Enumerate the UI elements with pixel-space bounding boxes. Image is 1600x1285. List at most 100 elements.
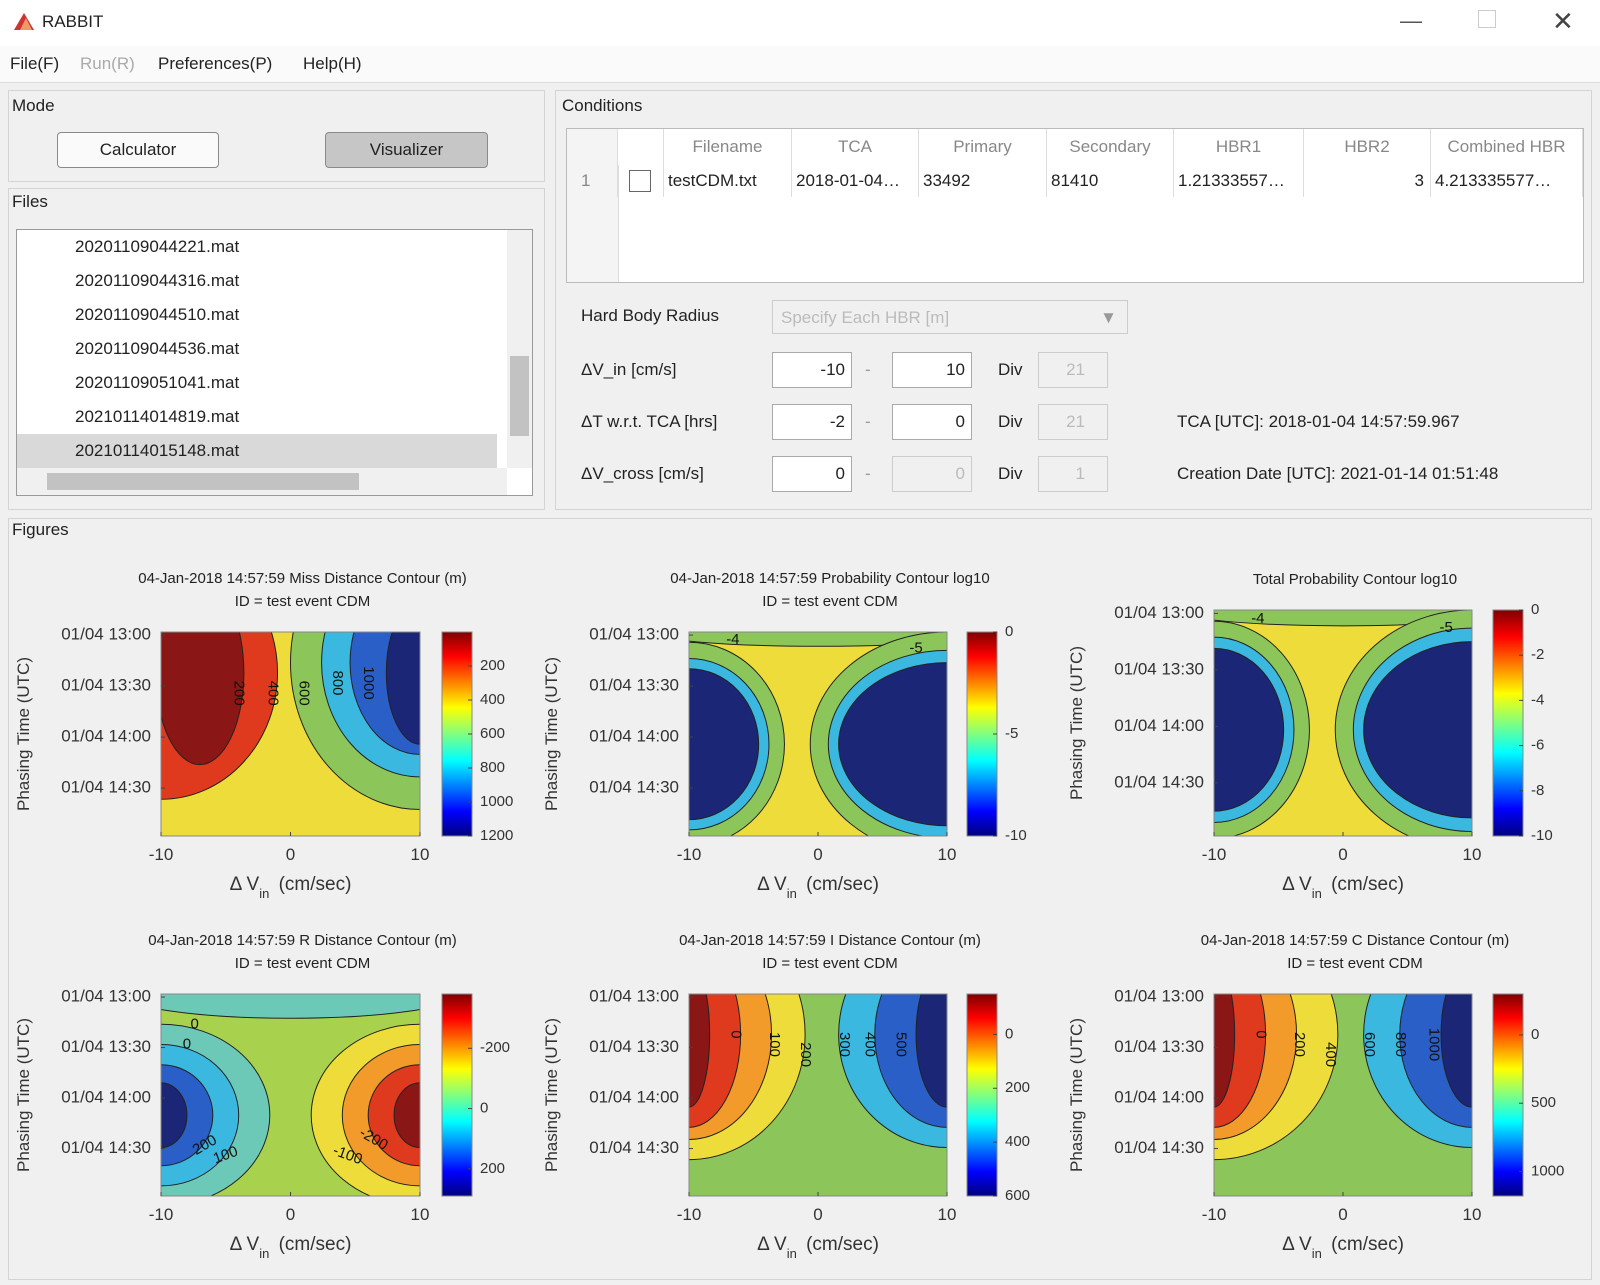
field-label: ΔT w.r.t. TCA [hrs] bbox=[581, 412, 718, 431]
file-item[interactable]: 20201109044510.mat bbox=[75, 305, 240, 324]
colorbar-tick-label: -200 bbox=[480, 1039, 510, 1056]
mode-panel bbox=[8, 90, 545, 182]
visualizer-button[interactable]: Visualizer bbox=[325, 132, 488, 168]
colorbar bbox=[441, 631, 473, 837]
menu-item[interactable]: File(F) bbox=[10, 54, 60, 73]
table-cell: 3 bbox=[1304, 165, 1431, 197]
x-tick-label: 0 bbox=[286, 1205, 295, 1224]
range-from[interactable]: -2 bbox=[772, 404, 852, 440]
colorbar-tick-label: 200 bbox=[1005, 1079, 1030, 1096]
contour-label: 200 bbox=[797, 1042, 814, 1067]
contour-plot: 200 400 600 800 1000 -10 0 10 01/04 13:00 01/04 1… bbox=[14, 570, 513, 901]
table-header: HBR2 bbox=[1304, 129, 1431, 165]
file-item[interactable]: 20201109044536.mat bbox=[75, 339, 240, 358]
table-cell: testCDM.txt bbox=[664, 165, 792, 197]
tca-info: TCA [UTC]: 2018-01-04 14:57:59.967 bbox=[1177, 412, 1460, 431]
x-label-sub: in bbox=[787, 1246, 797, 1261]
file-item[interactable]: 20201109044221.mat bbox=[75, 237, 240, 256]
colorbar-tick-label: 0 bbox=[1531, 601, 1539, 618]
contour-label: 1000 bbox=[1425, 1028, 1442, 1061]
field-label: ΔV_in [cm/s] bbox=[581, 360, 677, 379]
contour-label: 0 bbox=[183, 1035, 191, 1052]
x-label-sub: in bbox=[259, 886, 269, 901]
y-tick-label: 01/04 13:00 bbox=[589, 625, 679, 644]
y-tick-label: 01/04 13:00 bbox=[61, 987, 151, 1006]
x-label-sub: in bbox=[1312, 1246, 1322, 1261]
colorbar-tick-label: 1000 bbox=[480, 793, 513, 810]
div-label: Div bbox=[998, 360, 1023, 379]
menu-item[interactable]: Preferences(P) bbox=[158, 54, 273, 73]
colorbar-tick-label: 0 bbox=[1531, 1026, 1539, 1043]
contour-label: 300 bbox=[836, 1032, 853, 1057]
range-to[interactable]: 0 bbox=[892, 404, 972, 440]
contour-label: 400 bbox=[1322, 1042, 1339, 1067]
contour-label: -4 bbox=[726, 631, 739, 648]
plot-area bbox=[1214, 610, 1472, 836]
y-tick-label: 01/04 13:30 bbox=[61, 1037, 151, 1056]
table-header: Filename bbox=[664, 129, 792, 165]
contour-label: 600 bbox=[295, 681, 312, 706]
colorbar-tick-label: 0 bbox=[1005, 1025, 1013, 1042]
file-item[interactable]: 20201109051041.mat bbox=[75, 373, 240, 392]
x-label-main: Δ V bbox=[757, 1234, 787, 1255]
range-from[interactable]: 0 bbox=[772, 456, 852, 492]
table-corner bbox=[567, 129, 618, 165]
file-item[interactable]: 20210114014819.mat bbox=[75, 407, 240, 426]
range-dash: - bbox=[865, 412, 871, 431]
maximize-button[interactable] bbox=[1478, 10, 1496, 28]
y-tick-label: 01/04 13:00 bbox=[1114, 603, 1204, 622]
colorbar-tick-label: -10 bbox=[1531, 827, 1553, 844]
x-label-sub: in bbox=[1312, 886, 1322, 901]
minimize-button[interactable]: — bbox=[1400, 8, 1422, 33]
contour-label: -5 bbox=[1440, 619, 1453, 636]
colorbar-tick-label: 200 bbox=[480, 1160, 505, 1177]
colorbar-tick-label: 1200 bbox=[480, 827, 513, 844]
range-from[interactable]: -10 bbox=[772, 352, 852, 388]
file-item[interactable]: 20210114015148.mat bbox=[17, 434, 497, 468]
scrollbar[interactable] bbox=[507, 230, 532, 468]
colorbar-tick-label: 400 bbox=[480, 691, 505, 708]
colorbar-tick-label: -10 bbox=[1005, 827, 1027, 844]
title-bar bbox=[0, 0, 1600, 46]
x-tick-label: 10 bbox=[1463, 1205, 1482, 1224]
x-label-main: Δ V bbox=[1282, 1234, 1312, 1255]
file-item[interactable]: 20201109044316.mat bbox=[75, 271, 240, 290]
contour-fill bbox=[689, 994, 711, 1108]
y-axis-label: Phasing Time (UTC) bbox=[542, 657, 561, 811]
plot-title: 04-Jan-2018 14:57:59 Probability Contour… bbox=[670, 570, 989, 587]
x-tick-label: 10 bbox=[411, 1205, 430, 1224]
colorbar-tick-label: 400 bbox=[1005, 1133, 1030, 1150]
calculator-button[interactable]: Calculator bbox=[57, 132, 219, 168]
x-label-unit: (cm/sec) bbox=[273, 1234, 351, 1255]
close-button[interactable]: ✕ bbox=[1552, 6, 1574, 36]
plot-title: ID = test event CDM bbox=[235, 955, 370, 972]
contour-label: 800 bbox=[1392, 1032, 1409, 1057]
table-cell: 2018-01-04… bbox=[792, 165, 919, 197]
x-tick-label: 0 bbox=[286, 845, 295, 864]
plot-title: Total Probability Contour log10 bbox=[1253, 571, 1457, 588]
contour-plot: 0 200 400 600 800 1000 -10 0 10 01/04 13:00 01/04 … bbox=[1067, 932, 1564, 1261]
contour-label: 400 bbox=[862, 1032, 879, 1057]
y-tick-label: 01/04 14:30 bbox=[1114, 1138, 1204, 1157]
x-label-main: Δ V bbox=[230, 1234, 260, 1255]
panel-label: Files bbox=[12, 192, 48, 211]
colorbar-tick-label: -5 bbox=[1005, 725, 1018, 742]
contour-fill bbox=[1214, 647, 1285, 812]
y-tick-label: 01/04 14:30 bbox=[61, 778, 151, 797]
x-tick-label: -10 bbox=[149, 1205, 174, 1224]
plot-area bbox=[689, 632, 947, 836]
colorbar bbox=[1492, 609, 1524, 837]
conditions-panel bbox=[555, 90, 1592, 510]
menu-item[interactable]: Help(H) bbox=[303, 54, 362, 73]
colorbar-tick-label: 1000 bbox=[1531, 1162, 1564, 1179]
y-tick-label: 01/04 14:00 bbox=[61, 727, 151, 746]
y-tick-label: 01/04 14:00 bbox=[61, 1088, 151, 1107]
table-cell: 81410 bbox=[1047, 165, 1174, 197]
y-tick-label: 01/04 13:30 bbox=[589, 1037, 679, 1056]
range-to[interactable]: 10 bbox=[892, 352, 972, 388]
y-tick-label: 01/04 14:30 bbox=[1114, 772, 1204, 791]
checkbox-cell[interactable] bbox=[618, 165, 664, 197]
scrollbar[interactable] bbox=[17, 468, 507, 495]
contour-fill bbox=[1363, 641, 1472, 819]
